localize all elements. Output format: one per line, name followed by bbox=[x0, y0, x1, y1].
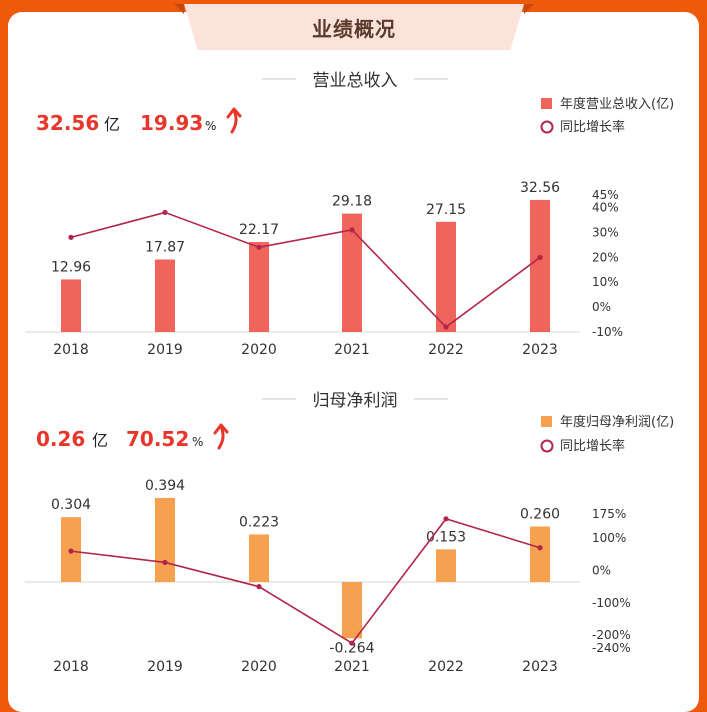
x-tick-label: 2020 bbox=[241, 659, 277, 675]
y-right-tick-label: 40% bbox=[592, 200, 619, 214]
summary-value: 0.26 bbox=[36, 427, 85, 451]
bar-value-label: 0.394 bbox=[145, 478, 185, 494]
bar-value-label: 22.17 bbox=[239, 222, 279, 238]
bar bbox=[155, 259, 175, 332]
summary-growth: 19.93 bbox=[140, 111, 203, 135]
bar bbox=[342, 582, 362, 639]
bar bbox=[249, 242, 269, 332]
up-arrow-icon bbox=[213, 423, 229, 450]
y-right-tick-label: 30% bbox=[592, 225, 619, 239]
bar bbox=[436, 221, 456, 332]
x-tick-label: 2023 bbox=[522, 659, 558, 675]
legend-line-label: 同比增长率 bbox=[560, 119, 625, 135]
summary-growth-unit: % bbox=[205, 119, 216, 133]
tab-fold-left bbox=[174, 4, 184, 14]
bar-value-label: 29.18 bbox=[332, 194, 372, 210]
x-tick-label: 2021 bbox=[334, 342, 370, 358]
legend-bar-swatch bbox=[541, 416, 552, 427]
legend-line-marker bbox=[540, 120, 554, 134]
growth-point bbox=[537, 545, 543, 551]
bar bbox=[530, 199, 550, 332]
growth-point bbox=[68, 548, 74, 554]
y-right-tick-label: 45% bbox=[592, 188, 619, 202]
y-right-tick-label: 10% bbox=[592, 275, 619, 289]
panel-header: 业绩概况 bbox=[0, 0, 707, 60]
growth-point bbox=[68, 234, 74, 240]
x-tick-label: 2019 bbox=[147, 342, 183, 358]
legend-line-marker bbox=[540, 439, 554, 453]
growth-line bbox=[70, 211, 541, 329]
bar-value-label: 0.304 bbox=[51, 497, 91, 513]
y-right-tick-label: 100% bbox=[592, 531, 626, 545]
section-title: 营业总收入 bbox=[313, 71, 398, 91]
growth-line bbox=[70, 517, 541, 645]
summary-growth-unit: % bbox=[192, 435, 203, 449]
y-right-tick-label: 20% bbox=[592, 250, 619, 264]
x-tick-label: 2023 bbox=[522, 342, 558, 358]
legend-bar-swatch bbox=[541, 98, 552, 109]
bar-value-label: 0.260 bbox=[520, 507, 560, 523]
y-right-tick-label: 175% bbox=[592, 507, 626, 521]
x-tick-label: 2022 bbox=[428, 659, 464, 675]
growth-point bbox=[162, 559, 168, 566]
growth-point bbox=[256, 584, 262, 590]
y-right-tick-label: -100% bbox=[592, 596, 631, 610]
bar-value-label: 12.96 bbox=[51, 259, 91, 275]
legend-bar-label: 年度归母净利润(亿) bbox=[560, 414, 674, 430]
bar bbox=[155, 497, 175, 582]
x-tick-label: 2021 bbox=[334, 659, 370, 675]
bar bbox=[530, 526, 550, 582]
growth-point bbox=[537, 254, 543, 261]
x-tick-label: 2020 bbox=[241, 342, 277, 358]
summary-value-unit: 亿 bbox=[104, 115, 120, 134]
bar-value-label: 0.223 bbox=[239, 514, 279, 530]
x-tick-label: 2018 bbox=[53, 659, 89, 675]
bar-value-label: -0.264 bbox=[329, 640, 374, 656]
section-title: 归母净利润 bbox=[313, 391, 398, 411]
growth-point bbox=[349, 640, 355, 646]
bar-value-label: 27.15 bbox=[426, 202, 466, 218]
bar-value-label: 17.87 bbox=[145, 239, 185, 255]
tab-fold-right bbox=[524, 4, 534, 14]
summary-value-unit: 亿 bbox=[92, 431, 108, 450]
legend-line-label: 同比增长率 bbox=[560, 438, 625, 454]
panel-title: 业绩概况 bbox=[312, 16, 396, 41]
x-tick-label: 2022 bbox=[428, 342, 464, 358]
x-tick-label: 2019 bbox=[147, 659, 183, 675]
legend-bar-label: 年度营业总收入(亿) bbox=[560, 96, 674, 112]
up-arrow-icon bbox=[226, 107, 242, 134]
bar bbox=[342, 213, 362, 332]
y-right-tick-label: -200% bbox=[592, 628, 631, 642]
summary-growth: 70.52 bbox=[126, 427, 189, 451]
bar-value-label: 32.56 bbox=[520, 180, 560, 196]
growth-point bbox=[349, 227, 355, 233]
x-tick-label: 2018 bbox=[53, 342, 89, 358]
bar bbox=[61, 279, 81, 332]
growth-point bbox=[162, 209, 168, 216]
growth-point bbox=[256, 244, 262, 250]
growth-point bbox=[443, 324, 449, 330]
growth-point bbox=[443, 516, 449, 522]
y-right-tick-label: -10% bbox=[592, 325, 623, 339]
y-right-tick-label: 0% bbox=[592, 300, 611, 314]
y-right-tick-label: 0% bbox=[592, 564, 611, 578]
panel-title-tab: 业绩概况 bbox=[184, 4, 524, 50]
bar bbox=[249, 534, 269, 582]
summary-value: 32.56 bbox=[36, 111, 99, 135]
bar bbox=[436, 549, 456, 582]
y-right-tick-label: -240% bbox=[592, 641, 631, 655]
